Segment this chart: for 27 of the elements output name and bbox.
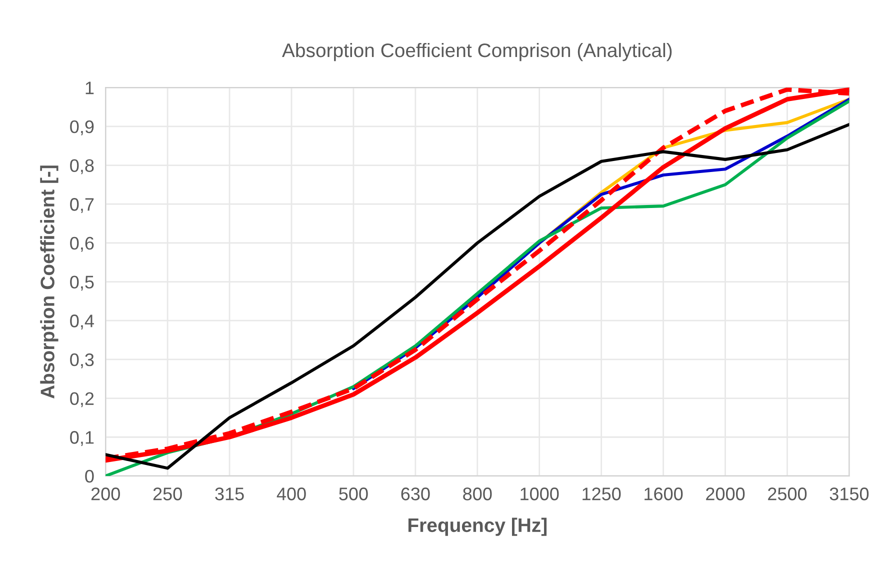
x-tick-label: 2500	[768, 488, 807, 500]
y-tick-label: 0,9	[70, 120, 94, 136]
x-tick-label: 200	[91, 488, 120, 500]
y-tick-label: 0,1	[70, 431, 94, 446]
x-tick-label: 630	[401, 488, 430, 500]
chart-title: Absorption Coefficient Comprison (Analytical)	[282, 42, 672, 62]
x-tick-label: 3150	[830, 488, 869, 500]
x-tick-label: 2000	[706, 488, 745, 500]
x-tick-label: 500	[339, 488, 368, 500]
y-tick-label: 0,2	[70, 392, 94, 408]
y-tick-label: 0,5	[70, 276, 94, 291]
x-tick-label: 250	[153, 488, 182, 500]
y-tick-label: 0,3	[70, 353, 94, 368]
x-tick-label: 1600	[644, 488, 683, 500]
x-axis-title: Frequency [Hz]	[408, 518, 547, 536]
x-tick-label: 315	[215, 488, 244, 500]
x-tick-label: 1250	[582, 488, 621, 500]
y-axis-title: Absorption Coefficient [-]	[40, 166, 58, 398]
x-tick-label: 800	[463, 488, 492, 500]
x-tick-label: 1000	[520, 488, 559, 500]
y-tick-label: 0,7	[70, 198, 94, 213]
y-tick-label: 1	[86, 82, 94, 94]
y-tick-label: 0	[85, 470, 94, 483]
y-tick-label: 0,8	[70, 159, 94, 174]
y-tick-label: 0,6	[70, 236, 94, 252]
y-tick-label: 0,4	[70, 314, 94, 330]
x-tick-label: 400	[276, 488, 306, 500]
